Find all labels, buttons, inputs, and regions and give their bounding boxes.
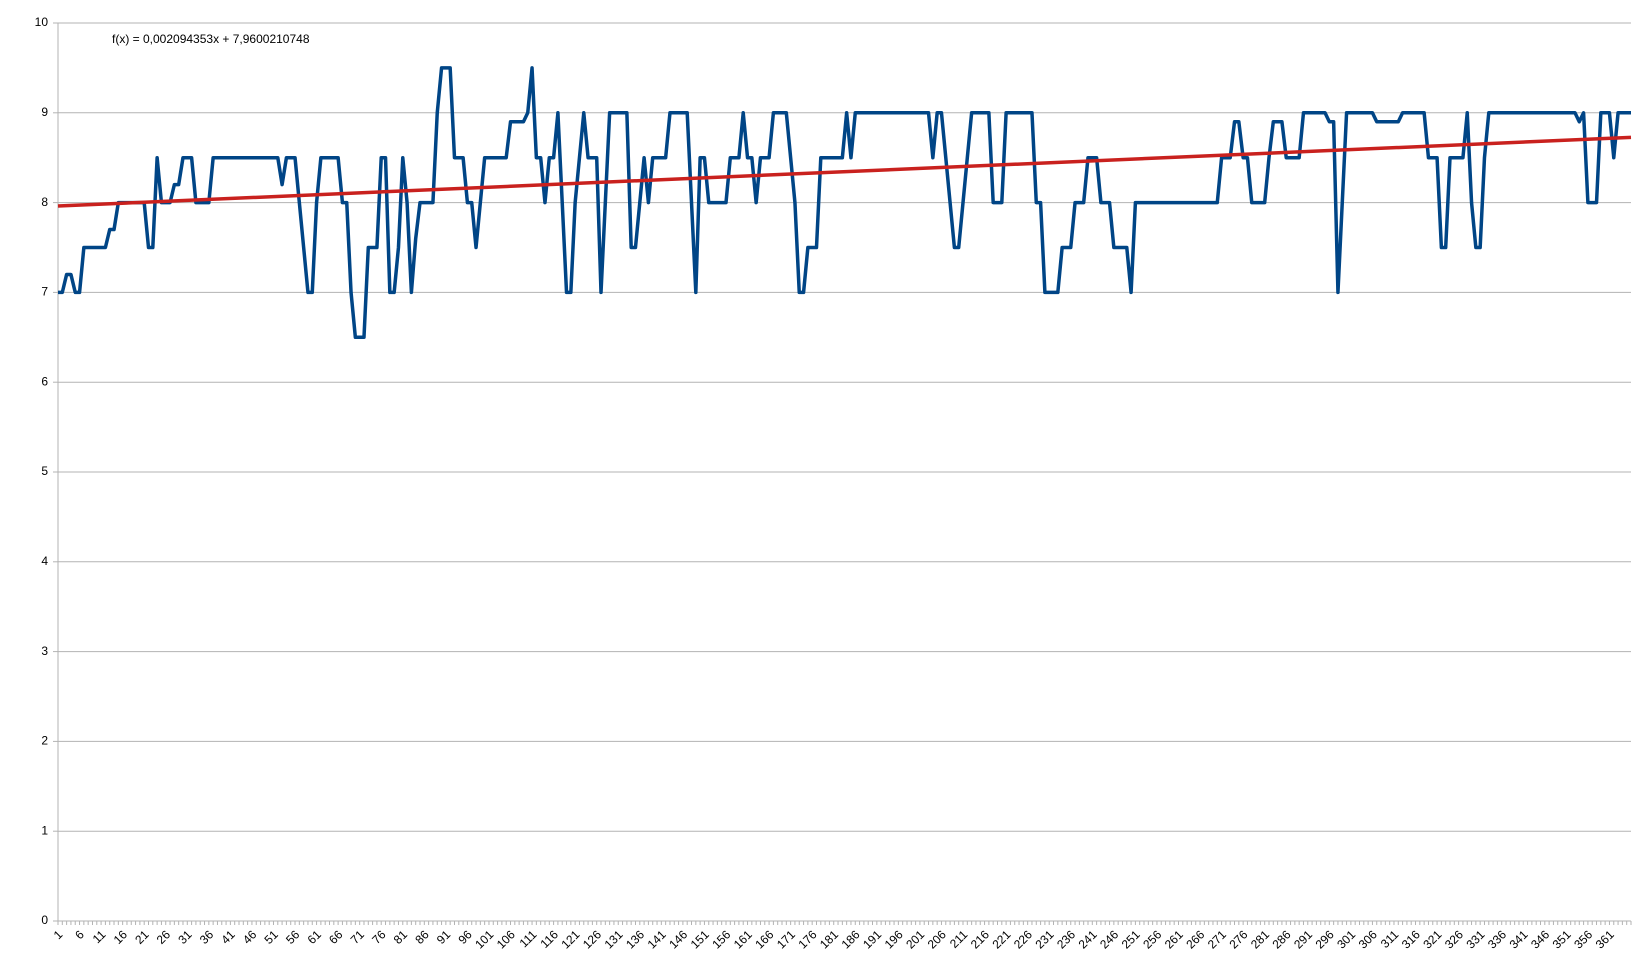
x-tick-label: 211 [947, 927, 971, 951]
x-tick-label: 221 [989, 927, 1013, 951]
x-tick-label: 241 [1076, 927, 1100, 951]
x-tick-label: 206 [925, 927, 949, 951]
x-tick-label: 331 [1463, 927, 1487, 951]
x-tick-label: 186 [839, 927, 863, 951]
x-tick-label: 116 [538, 927, 562, 951]
x-tick-label: 151 [688, 927, 712, 951]
x-tick-label: 306 [1356, 927, 1380, 951]
y-tick-label: 9 [41, 105, 48, 119]
x-tick-label: 301 [1334, 927, 1358, 951]
x-tick-label: 51 [261, 927, 281, 947]
y-tick-label: 4 [41, 554, 48, 568]
x-tick-label: 291 [1291, 927, 1315, 951]
x-tick-label: 146 [666, 927, 690, 951]
y-tick-label: 8 [41, 195, 48, 209]
x-tick-label: 66 [326, 927, 346, 947]
x-tick-label: 341 [1507, 927, 1531, 951]
x-tick-label: 286 [1270, 927, 1294, 951]
x-tick-label: 196 [882, 927, 906, 951]
x-tick-label: 126 [580, 927, 604, 951]
x-tick-label: 351 [1550, 927, 1574, 951]
x-tick-label: 281 [1248, 927, 1272, 951]
y-tick-label: 0 [41, 913, 48, 927]
x-tick-label: 201 [903, 927, 927, 951]
x-tick-label: 191 [860, 927, 884, 951]
x-tick-label: 61 [305, 927, 325, 947]
x-tick-label: 156 [709, 927, 733, 951]
x-tick-label: 231 [1033, 927, 1057, 951]
x-tick-label: 181 [817, 927, 841, 951]
x-tick-label: 76 [369, 927, 389, 947]
x-tick-label: 226 [1011, 927, 1035, 951]
x-tick-label: 251 [1119, 927, 1143, 951]
x-tick-label: 111 [517, 927, 540, 950]
x-tick-label: 56 [283, 927, 303, 947]
x-tick-label: 21 [132, 927, 152, 947]
x-tick-label: 71 [348, 927, 368, 947]
y-tick-label: 7 [41, 285, 48, 299]
x-tick-label: 266 [1183, 927, 1207, 951]
x-tick-label: 326 [1442, 927, 1466, 951]
x-tick-label: 161 [731, 927, 755, 951]
x-tick-label: 166 [752, 927, 776, 951]
x-tick-label: 11 [90, 927, 109, 946]
data-line [58, 66, 1631, 340]
x-tick-label: 236 [1054, 927, 1078, 951]
y-tick-label: 2 [41, 734, 48, 748]
x-tick-label: 261 [1162, 927, 1186, 951]
x-tick-label: 81 [391, 927, 411, 947]
x-tick-label: 321 [1420, 927, 1444, 951]
x-tick-label: 316 [1399, 927, 1423, 951]
y-tick-label: 10 [35, 15, 49, 29]
x-tick-label: 361 [1593, 927, 1617, 951]
x-tick-label: 96 [455, 927, 475, 947]
x-tick-label: 26 [154, 927, 174, 947]
x-tick-label: 271 [1205, 927, 1229, 951]
x-tick-label: 336 [1485, 927, 1509, 951]
y-tick-label: 6 [41, 374, 48, 388]
x-tick-label: 46 [240, 927, 260, 947]
x-tick-label: 41 [218, 927, 238, 947]
x-tick-label: 296 [1313, 927, 1337, 951]
x-tick-label: 311 [1378, 927, 1402, 951]
x-tick-label: 6 [72, 927, 87, 942]
trend-line [57, 135, 1632, 208]
y-tick-label: 3 [41, 644, 48, 658]
y-tick-label: 5 [41, 464, 48, 478]
trend-label: f(x) = 0,002094353x + 7,9600210748 [112, 32, 310, 46]
x-tick-label: 101 [472, 927, 496, 951]
x-tick-label: 256 [1140, 927, 1164, 951]
x-tick-label: 356 [1571, 927, 1595, 951]
x-tick-label: 91 [434, 927, 454, 947]
x-tick-label: 31 [175, 927, 195, 947]
x-tick-label: 276 [1226, 927, 1250, 951]
x-tick-label: 16 [111, 927, 131, 947]
x-tick-label: 346 [1528, 927, 1552, 951]
x-tick-label: 176 [795, 927, 819, 951]
x-tick-label: 141 [645, 927, 669, 951]
y-tick-label: 1 [41, 823, 48, 837]
x-tick-label: 136 [623, 927, 647, 951]
x-tick-label: 106 [494, 927, 518, 951]
x-tick-label: 246 [1097, 927, 1121, 951]
x-tick-label: 121 [558, 927, 582, 951]
x-tick-label: 86 [412, 927, 432, 947]
x-tick-label: 216 [968, 927, 992, 951]
x-tick-label: 1 [51, 927, 66, 942]
x-tick-label: 171 [774, 927, 798, 951]
x-tick-label: 131 [602, 927, 626, 951]
x-tick-label: 36 [197, 927, 217, 947]
